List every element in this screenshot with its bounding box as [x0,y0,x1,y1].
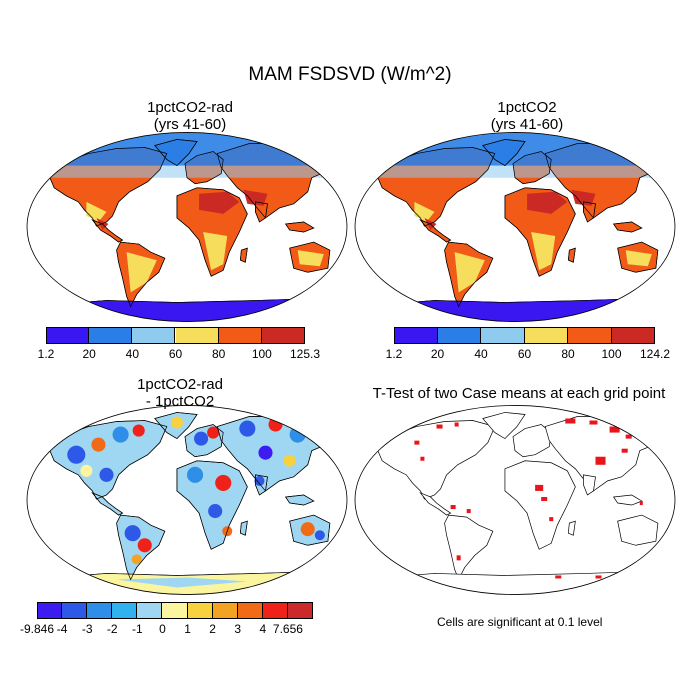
panel3-colorbar-tick-label: 7.656 [272,622,303,636]
panel2-colorbar-tick-label: 80 [561,347,575,361]
panel3-colorbar-box [212,602,238,619]
panel1-colorbar-tick-label: 60 [168,347,183,361]
significance-note: Cells are significant at 0.1 level [437,615,603,629]
panel3-colorbar-tick-label: 1 [184,622,191,636]
panel4-map [354,405,676,595]
panel3-colorbar-tick-label: 4 [259,622,267,636]
panel3-colorbar-box [137,602,163,619]
panel3-colorbar-tick-label: 3 [234,622,242,636]
panel2-colorbar-tick-label: 20 [430,347,445,361]
panel1-colorbar-tick-label: 80 [211,347,226,361]
panel2-map [354,132,676,322]
panel1-colorbar-tick-label: 40 [125,347,140,361]
panel3-title-line1: 1pctCO2-rad [137,376,223,393]
panel3-colorbar-tick-label: -4 [56,622,68,636]
panel4-title-line1: T-Test of two Case means at each grid po… [372,385,666,402]
panel2-colorbar-box [568,327,612,344]
figure-title: MAM FSDSVD (W/m^2) [248,64,452,85]
panel3-colorbar-box [237,602,263,619]
panel3-colorbar-box [87,602,113,619]
panel1-colorbar-box [46,327,90,344]
panel1-title-line2: (yrs 41-60) [153,116,227,133]
panel3-map [26,405,348,595]
panel3-colorbar-box [262,602,288,619]
panel2-colorbar-box [394,327,438,344]
panel3-colorbar: -9.846 -4 -3 -2 -1 0 1 2 3 4 7.656 [20,602,313,638]
panel2-colorbar-box [481,327,525,344]
panel2-title-line2: (yrs 41-60) [490,116,564,133]
panel3-colorbar-box [112,602,138,619]
panel2-colorbar: 1.2 20 40 60 80 100 124.2 [386,327,670,363]
panel2-colorbar-tick-label: 40 [474,347,488,361]
panel1-title: 1pctCO2-rad (yrs 41-60) [30,99,350,133]
panel2-colorbar-box [437,327,481,344]
panel3-colorbar-tick-label: -3 [81,622,93,636]
panel2-colorbar-tick-label: 60 [517,347,532,361]
panel3-colorbar-box [62,602,88,619]
panel1-colorbar-box [132,327,176,344]
panel3-diff-blobs [67,416,325,565]
panel3-colorbar-box [162,602,188,619]
panel1-colorbar-tick-label: 100 [251,347,272,361]
panel3-colorbar-frame [37,602,313,619]
panel3-colorbar-tick-label: -1 [132,622,143,636]
panel1-colorbar-box [175,327,219,344]
panel2-colorbar-tick-label: 124.2 [639,347,671,361]
panel1-colorbar-frame [46,327,305,344]
panel1-colorbar-tick-label: 125.3 [289,347,321,361]
panel1-colorbar-box [218,327,262,344]
panel1-colorbar-tick-label: 1.2 [37,347,55,361]
panel3-colorbar-tick-label: -2 [106,622,118,636]
panel3-colorbar-tick-label: 0 [159,622,166,636]
panel1-colorbar-box [89,327,133,344]
panel2-title-line1: 1pctCO2 [497,99,557,116]
panel3-colorbar-tick-label: -9.846 [19,622,55,636]
panel1-colorbar: 1.2 20 40 60 80 100 125.3 [38,327,320,363]
panel2-title: 1pctCO2 (yrs 41-60) [367,99,687,133]
panel3-colorbar-box [187,602,213,619]
panel2-colorbar-tick-label: 1.2 [385,347,403,361]
panel1-map [26,132,348,322]
panel3-colorbar-box [37,602,63,619]
panel2-colorbar-box [524,327,568,344]
panel3-colorbar-tick-label: 2 [209,622,216,636]
panel1-colorbar-tick-label: 20 [82,347,96,361]
panel1-title-line1: 1pctCO2-rad [147,99,233,116]
panel4-title: T-Test of two Case means at each grid po… [354,385,684,402]
panel2-colorbar-tick-label: 100 [601,347,622,361]
panel2-colorbar-frame [394,327,655,344]
